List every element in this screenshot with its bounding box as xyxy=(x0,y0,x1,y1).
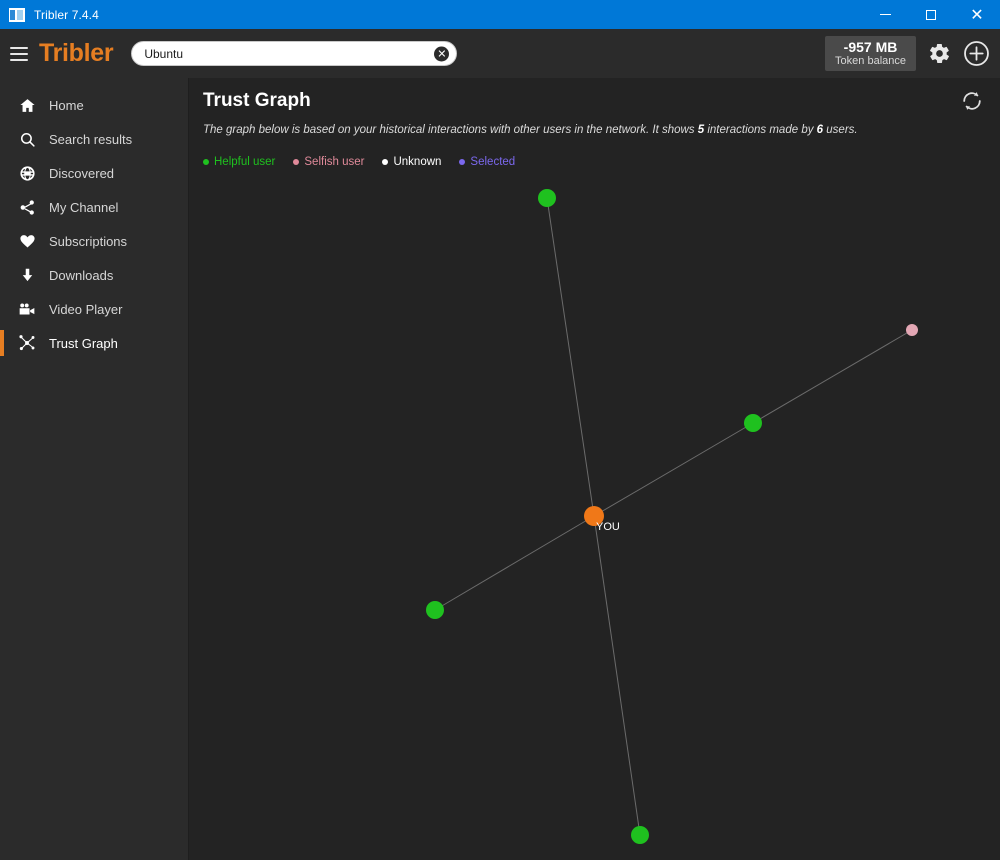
graph-edge xyxy=(593,422,754,517)
legend-item-helpful-user[interactable]: Helpful user xyxy=(203,156,275,168)
desc-middle: interactions made by xyxy=(704,124,817,136)
app-icon xyxy=(9,7,25,22)
graph-node-n5[interactable] xyxy=(906,324,918,336)
sidebar-label-downloads: Downloads xyxy=(49,267,114,283)
trust-graph-svg[interactable]: YOU xyxy=(189,178,1000,860)
clear-search-icon[interactable]: ✕ xyxy=(434,46,450,61)
window-title-bar: Tribler 7.4.4 ✕ xyxy=(0,0,1000,29)
legend-item-unknown[interactable]: Unknown xyxy=(382,156,441,168)
plus-circle-icon[interactable] xyxy=(963,40,990,67)
graph-node-label-you: YOU xyxy=(596,521,620,533)
graph-node-n2[interactable] xyxy=(631,826,649,844)
sidebar-item-subscriptions[interactable]: Subscriptions xyxy=(0,224,188,258)
graph-edge xyxy=(546,197,595,517)
token-balance-amount: -957 MB xyxy=(843,38,898,55)
share-icon xyxy=(17,198,37,216)
desc-prefix: The graph below is based on your histori… xyxy=(203,124,698,136)
hamburger-icon[interactable] xyxy=(10,46,28,61)
sidebar-label-search-results: Search results xyxy=(49,131,133,147)
sidebar-label-video-player: Video Player xyxy=(49,301,123,317)
legend-dot-selected xyxy=(459,159,466,165)
desc-user-count: 6 xyxy=(816,124,824,136)
sidebar-label-home: Home xyxy=(49,97,84,113)
window-controls: ✕ xyxy=(862,0,1000,29)
graph-legend: Helpful user Selfish user Unknown Select… xyxy=(203,156,515,168)
main-content: Trust Graph The graph below is based on … xyxy=(189,78,1000,860)
sidebar-item-my-channel[interactable]: My Channel xyxy=(0,190,188,224)
graph-edge xyxy=(752,329,913,424)
minimize-button[interactable] xyxy=(862,0,908,29)
legend-item-selfish-user[interactable]: Selfish user xyxy=(293,156,364,168)
close-icon: ✕ xyxy=(970,5,984,24)
legend-label-selfish: Selfish user xyxy=(304,156,365,168)
search-container: ✕ xyxy=(131,41,458,66)
sidebar-item-discovered[interactable]: Discovered xyxy=(0,156,188,190)
legend-label-helpful: Helpful user xyxy=(214,156,276,168)
page-title: Trust Graph xyxy=(203,90,311,111)
close-button[interactable]: ✕ xyxy=(954,0,1000,29)
sidebar-item-video-player[interactable]: Video Player xyxy=(0,292,188,326)
sidebar-item-downloads[interactable]: Downloads xyxy=(0,258,188,292)
sidebar-label-subscriptions: Subscriptions xyxy=(49,233,128,249)
trust-graph-canvas[interactable]: YOU xyxy=(189,178,1000,860)
desc-suffix: users. xyxy=(823,124,858,136)
home-icon xyxy=(17,96,37,114)
graph-edge xyxy=(434,515,595,611)
graph-node-you[interactable] xyxy=(584,506,604,526)
legend-item-selected[interactable]: Selected xyxy=(459,156,515,168)
app-header: Tribler ✕ -957 MB Token balance xyxy=(0,29,1000,78)
search-input[interactable] xyxy=(131,41,458,66)
search-icon xyxy=(17,130,37,148)
sidebar-label-discovered: My Channel xyxy=(49,199,119,215)
sidebar-label-my-channel: Discovered xyxy=(49,165,115,181)
legend-dot-unknown xyxy=(382,159,389,165)
sidebar-item-trust-graph[interactable]: Trust Graph xyxy=(0,326,188,360)
legend-label-unknown: Unknown xyxy=(393,156,442,168)
app-body: Home Search results Discovered xyxy=(0,78,1000,860)
maximize-button[interactable] xyxy=(908,0,954,29)
window-title: Tribler 7.4.4 xyxy=(34,7,99,22)
desc-interaction-count: 5 xyxy=(697,124,705,136)
sidebar-label-trust-graph: Trust Graph xyxy=(49,335,118,351)
video-icon xyxy=(17,300,37,318)
sidebar: Home Search results Discovered xyxy=(0,78,189,860)
token-balance-label: Token balance xyxy=(835,54,906,67)
gear-icon[interactable] xyxy=(928,42,951,65)
download-icon xyxy=(17,266,37,284)
sidebar-item-home[interactable]: Home xyxy=(0,88,188,122)
graph-node-n3[interactable] xyxy=(426,601,444,619)
graph-description: The graph below is based on your histori… xyxy=(203,124,858,136)
refresh-icon[interactable] xyxy=(959,88,985,114)
header-right-controls: -957 MB Token balance xyxy=(825,29,990,78)
sidebar-item-search-results[interactable]: Search results xyxy=(0,122,188,156)
graph-edge xyxy=(593,515,641,836)
trust-graph-icon xyxy=(17,334,37,352)
legend-dot-selfish xyxy=(293,159,300,165)
token-balance[interactable]: -957 MB Token balance xyxy=(825,35,916,72)
globe-icon xyxy=(17,164,37,182)
legend-label-selected: Selected xyxy=(470,156,516,168)
graph-node-n1[interactable] xyxy=(538,189,556,207)
app-logo: Tribler xyxy=(39,39,114,67)
graph-node-n4[interactable] xyxy=(744,414,762,432)
heart-icon xyxy=(17,232,37,250)
legend-dot-helpful xyxy=(203,159,209,165)
